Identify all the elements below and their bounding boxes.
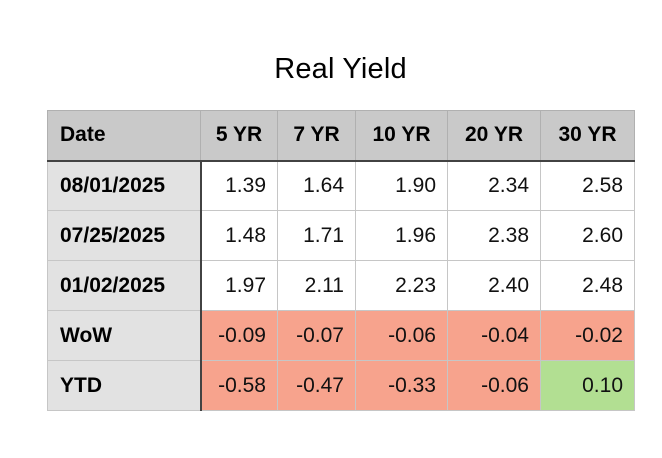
table-row: 08/01/2025 1.39 1.64 1.90 2.34 2.58 bbox=[47, 160, 635, 211]
column-header-7yr: 7 YR bbox=[277, 110, 356, 162]
value-cell: 2.60 bbox=[540, 210, 635, 261]
value-cell: 2.34 bbox=[447, 160, 541, 211]
row-label-date: 07/25/2025 bbox=[47, 210, 202, 261]
value-cell-negative: -0.33 bbox=[355, 360, 448, 411]
column-header-30yr: 30 YR bbox=[540, 110, 635, 162]
value-cell-negative: -0.47 bbox=[277, 360, 356, 411]
row-label-wow: WoW bbox=[47, 310, 202, 361]
column-header-20yr: 20 YR bbox=[447, 110, 541, 162]
value-cell-negative: -0.06 bbox=[355, 310, 448, 361]
value-cell: 1.71 bbox=[277, 210, 356, 261]
row-label-date: 01/02/2025 bbox=[47, 260, 202, 311]
row-label-date: 08/01/2025 bbox=[47, 160, 202, 211]
value-cell: 2.40 bbox=[447, 260, 541, 311]
row-label-ytd: YTD bbox=[47, 360, 202, 411]
page-title: Real Yield bbox=[274, 53, 407, 85]
table-row: 07/25/2025 1.48 1.71 1.96 2.38 2.60 bbox=[47, 210, 635, 261]
value-cell-negative: -0.02 bbox=[540, 310, 635, 361]
column-header-date: Date bbox=[47, 110, 201, 162]
real-yield-table: Date 5 YR 7 YR 10 YR 20 YR 30 YR 08/01/2… bbox=[47, 110, 635, 411]
table-row-wow: WoW -0.09 -0.07 -0.06 -0.04 -0.02 bbox=[47, 310, 635, 361]
value-cell-negative: -0.58 bbox=[200, 360, 278, 411]
value-cell: 2.48 bbox=[540, 260, 635, 311]
value-cell: 2.38 bbox=[447, 210, 541, 261]
value-cell-negative: -0.09 bbox=[200, 310, 278, 361]
value-cell-negative: -0.04 bbox=[447, 310, 541, 361]
value-cell-negative: -0.06 bbox=[447, 360, 541, 411]
value-cell: 1.90 bbox=[355, 160, 448, 211]
table-header-row: Date 5 YR 7 YR 10 YR 20 YR 30 YR bbox=[47, 110, 635, 162]
value-cell: 2.58 bbox=[540, 160, 635, 211]
table-row-ytd: YTD -0.58 -0.47 -0.33 -0.06 0.10 bbox=[47, 360, 635, 411]
value-cell-negative: -0.07 bbox=[277, 310, 356, 361]
value-cell: 1.39 bbox=[200, 160, 278, 211]
value-cell: 1.97 bbox=[200, 260, 278, 311]
value-cell: 1.96 bbox=[355, 210, 448, 261]
column-header-10yr: 10 YR bbox=[355, 110, 448, 162]
value-cell: 1.48 bbox=[200, 210, 278, 261]
value-cell: 2.11 bbox=[277, 260, 356, 311]
value-cell: 1.64 bbox=[277, 160, 356, 211]
table-row: 01/02/2025 1.97 2.11 2.23 2.40 2.48 bbox=[47, 260, 635, 311]
value-cell-positive: 0.10 bbox=[540, 360, 635, 411]
value-cell: 2.23 bbox=[355, 260, 448, 311]
column-header-5yr: 5 YR bbox=[200, 110, 278, 162]
